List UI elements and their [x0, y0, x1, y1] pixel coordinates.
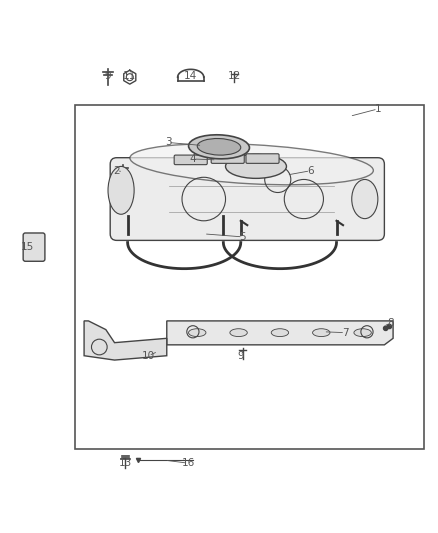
FancyBboxPatch shape — [211, 154, 244, 163]
Bar — [75, 106, 424, 449]
Text: 9: 9 — [237, 351, 244, 361]
Ellipse shape — [313, 329, 330, 336]
Text: 2: 2 — [113, 166, 120, 176]
Text: 7: 7 — [342, 328, 349, 337]
FancyBboxPatch shape — [110, 158, 385, 240]
FancyBboxPatch shape — [23, 233, 45, 261]
Text: 5: 5 — [240, 232, 246, 242]
Ellipse shape — [108, 166, 134, 214]
Text: 8: 8 — [388, 318, 394, 328]
Text: 14: 14 — [184, 71, 198, 81]
Ellipse shape — [354, 329, 371, 336]
Text: 12: 12 — [228, 71, 241, 81]
Text: 13: 13 — [119, 458, 132, 468]
Text: 4: 4 — [190, 154, 196, 164]
Text: 16: 16 — [182, 458, 195, 468]
Text: 15: 15 — [21, 242, 34, 252]
Text: 1: 1 — [374, 104, 381, 114]
Text: 9: 9 — [105, 71, 111, 81]
Text: 6: 6 — [307, 166, 314, 176]
FancyBboxPatch shape — [246, 154, 279, 163]
Ellipse shape — [130, 144, 373, 185]
Circle shape — [384, 326, 388, 330]
Polygon shape — [84, 321, 167, 360]
Text: 11: 11 — [123, 71, 136, 81]
Ellipse shape — [188, 135, 250, 159]
Ellipse shape — [352, 180, 378, 219]
Ellipse shape — [226, 155, 286, 179]
Ellipse shape — [230, 329, 247, 336]
Polygon shape — [167, 321, 393, 345]
Ellipse shape — [188, 329, 206, 336]
Ellipse shape — [271, 329, 289, 336]
Text: 10: 10 — [142, 351, 155, 361]
Text: 3: 3 — [165, 138, 171, 148]
Ellipse shape — [197, 139, 241, 155]
FancyBboxPatch shape — [174, 155, 207, 165]
